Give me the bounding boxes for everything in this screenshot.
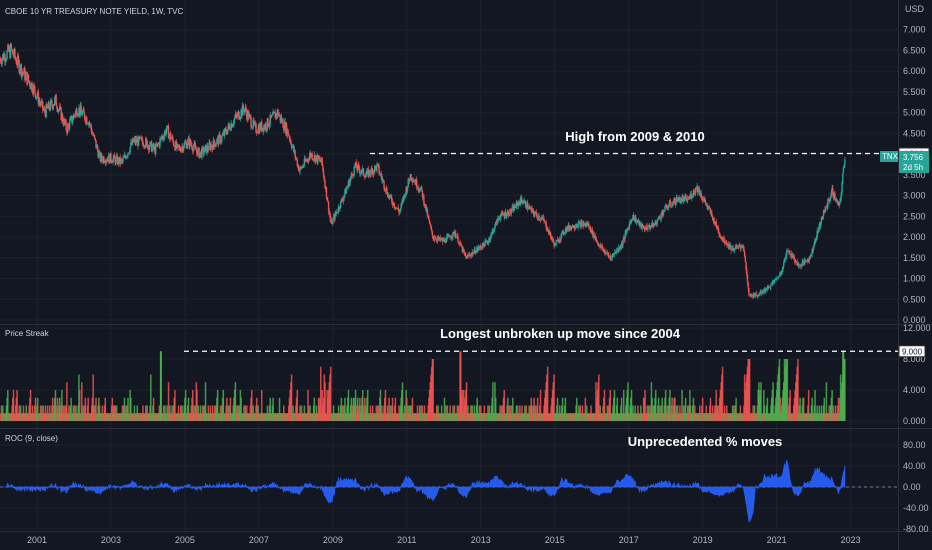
ticker-tag: TNX 3.756 2d 5h [880,151,929,173]
streak-histogram [0,351,846,421]
streak-axis-ticks[interactable]: 12.000 8.000 4.000 0.000 [903,323,931,426]
svg-text:9.000: 9.000 [902,347,923,356]
ticker-price: 3.756 [903,153,924,162]
streak-annotation: Longest unbroken up move since 2004 [440,326,681,341]
roc-tick-label: -40.00 [903,503,929,513]
currency-label: USD [905,4,925,14]
main-title[interactable]: CBOE 10 YR TREASURY NOTE YIELD, 1W, TVC [5,7,184,16]
price-tick-label: 5.000 [903,108,926,118]
roc-tick-label: 0.00 [903,482,921,492]
time-tick-label: 2021 [767,535,787,545]
price-axis-ticks[interactable]: 7.0006.5006.0005.5005.0004.5004.0003.500… [903,25,926,325]
roc-histogram [0,459,846,523]
time-axis-ticks[interactable]: 2001 2003 2005 2007 2009 2011 2013 2015 2017 2019… [27,535,861,545]
roc-pane-title[interactable]: ROC (9, close) [5,434,58,443]
price-tick-label: 6.500 [903,45,926,55]
streak-tick-label: 4.000 [903,385,926,395]
ticker-symbol: TNX [882,152,899,161]
streak-tick-label: 12.000 [903,323,931,333]
time-tick-label: 2023 [841,535,861,545]
time-tick-label: 2003 [101,535,121,545]
time-tick-label: 2019 [693,535,713,545]
time-tick-label: 2009 [323,535,343,545]
price-tick-label: 7.000 [903,25,926,35]
streak-tick-label: 8.000 [903,354,926,364]
time-tick-label: 2005 [175,535,195,545]
time-tick-label: 2013 [471,535,491,545]
roc-axis-ticks[interactable]: 80.00 40.00 0.00 -40.00 -80.00 [903,440,929,534]
price-tick-label: 3.500 [903,170,926,180]
roc-annotation: Unprecedented % moves [628,434,783,449]
price-tick-label: 4.500 [903,128,926,138]
price-tick-label: 2.500 [903,211,926,221]
level-tag-9000: 9.000 [898,345,926,358]
streak-tick-label: 0.000 [903,416,926,426]
time-tick-label: 2001 [27,535,47,545]
ticker-countdown: 2d 5h [903,163,923,172]
price-candles [0,42,846,299]
streak-pane-title[interactable]: Price Streak [5,329,50,338]
price-tick-label: 6.000 [903,66,926,76]
time-tick-label: 2017 [619,535,639,545]
price-tick-label: 5.500 [903,87,926,97]
time-tick-label: 2015 [545,535,565,545]
price-tick-label: 1.500 [903,253,926,263]
price-tick-label: 1.000 [903,274,926,284]
price-tick-label: 0.000 [903,315,926,325]
price-tick-label: 0.500 [903,294,926,304]
price-tick-label: 3.000 [903,191,926,201]
roc-tick-label: 80.00 [903,440,926,450]
price-annotation: High from 2009 & 2010 [565,129,704,144]
time-tick-label: 2007 [249,535,269,545]
time-tick-label: 2011 [397,535,416,545]
price-tick-label: 2.000 [903,232,926,242]
roc-tick-label: -80.00 [903,524,929,534]
roc-tick-label: 40.00 [903,461,926,471]
